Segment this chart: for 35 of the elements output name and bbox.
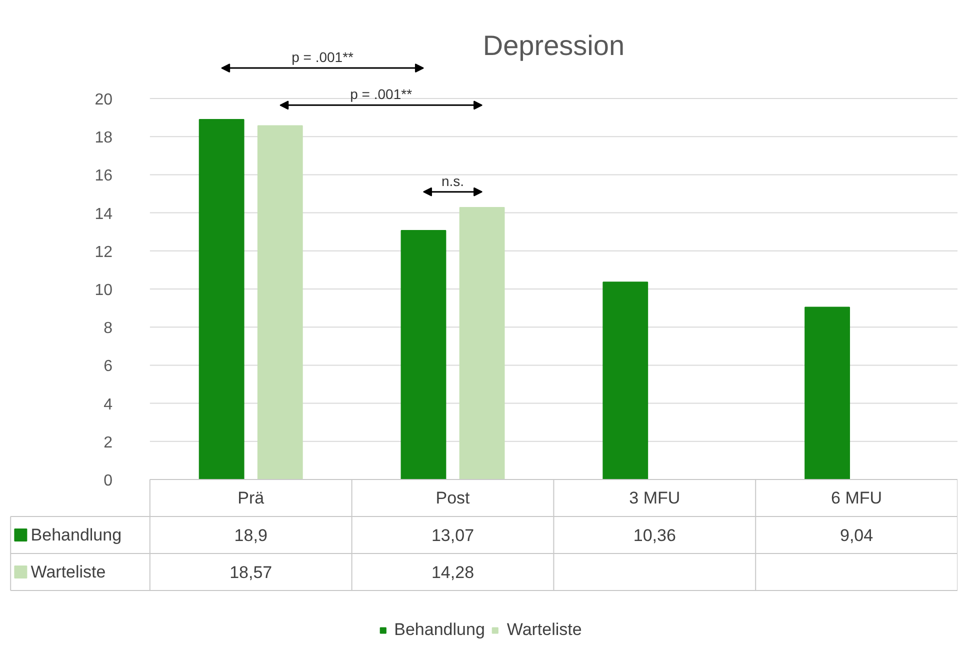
legend-label: Warteliste [506, 620, 582, 640]
y-tick-label: 20 [94, 92, 113, 108]
y-tick-label: 12 [94, 244, 113, 261]
legend-label: Behandlung [30, 526, 122, 544]
data-label: 10,36 [633, 526, 676, 545]
y-tick-label: 14 [94, 206, 113, 223]
x-tick-label: 6 MFU [831, 488, 882, 508]
bar [400, 230, 446, 480]
bar [198, 118, 244, 480]
y-tick-label: 2 [104, 434, 113, 452]
y-tick-label: 0 [104, 472, 113, 490]
text: p = .001** [292, 49, 354, 66]
bar [602, 282, 648, 480]
x-tick-label: 3 MFU [629, 488, 680, 508]
bar [257, 125, 303, 480]
y-tick-label: 6 [104, 358, 113, 376]
y-tick-label: 8 [104, 320, 113, 338]
data-label: 9,04 [840, 526, 874, 545]
data-label: 18,57 [230, 563, 272, 582]
bar [804, 306, 850, 480]
data-label: 18,9 [234, 526, 268, 545]
text: Warteliste [30, 562, 106, 582]
y-tick-label: 4 [104, 396, 113, 414]
annotation: n.s. [441, 172, 464, 189]
bar [459, 206, 505, 480]
data-label: 13,07 [431, 526, 474, 545]
x-tick-label: Post [436, 488, 470, 508]
x-tick-label: Prä [238, 488, 265, 508]
annotation: p = .001** [350, 86, 413, 102]
y-tick-label: 16 [94, 168, 113, 185]
y-tick-label: 18 [94, 130, 113, 147]
chart-title: Depression [482, 30, 625, 61]
y-tick-label: 10 [94, 282, 113, 299]
text: Behandlung [394, 620, 485, 639]
data-label: 14,28 [431, 563, 474, 582]
